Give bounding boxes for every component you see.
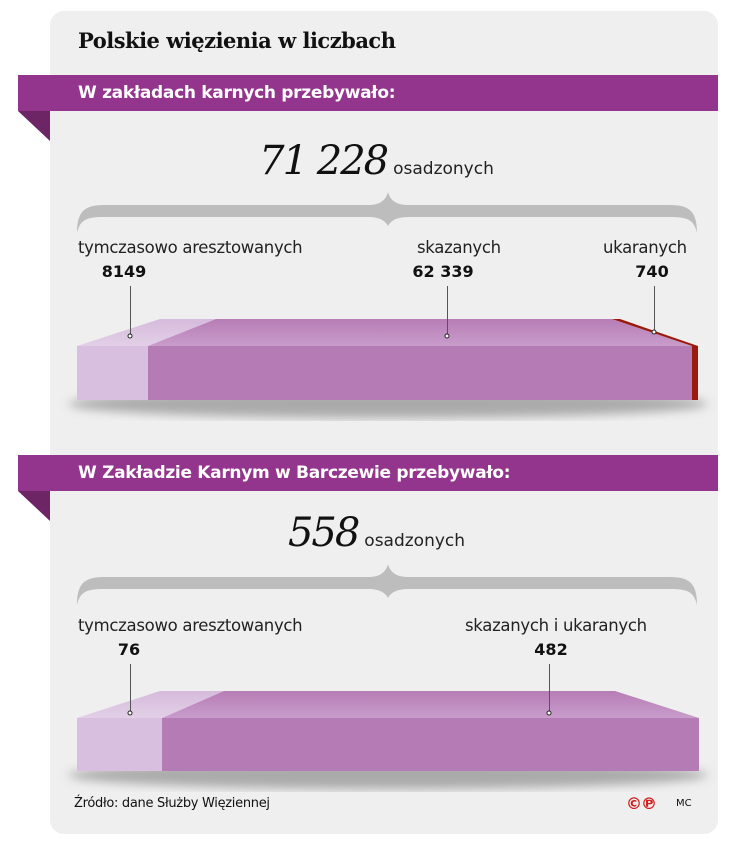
bar1-top-main [148,319,692,346]
section-heading: W Zakładzie Karnym w Barczewie przebywał… [18,455,718,491]
bar1-segment-tymczasowo [77,346,148,400]
bar2-top-light [77,691,224,718]
leader-dot [651,329,657,335]
category-value: 62 339 [412,262,474,281]
ribbon-fold [18,111,50,141]
leader-dot [546,710,552,716]
bar1-top-light [77,319,216,346]
category-label: skazanych [417,238,501,257]
bar1-segment-skazanych [148,346,692,400]
category-label: skazanych i ukaranych [465,616,647,635]
source-note: Źródło: dane Służby Więziennej [74,796,270,811]
category-value: 8149 [101,262,147,281]
leader-dot [444,333,450,339]
brace [77,192,697,233]
total-unit: osadzonych [364,531,466,551]
bar1-segment-ukaranych [692,346,698,400]
leader-line [549,664,550,712]
leader-dot [127,710,133,716]
leader-line [447,286,448,335]
total-unit: osadzonych [393,159,494,179]
bar2-segment-skazanych-ukaranych [162,718,699,771]
copyright-icon: ©℗ [626,794,657,813]
category-label: tymczasowo aresztowanych [78,238,303,257]
total-count: 71 228 osadzonych [0,138,753,184]
leader-dot [127,333,133,339]
total-count: 558 osadzonych [0,510,753,556]
bar2-top-main [162,691,699,718]
ribbon-fold [18,491,50,521]
section-heading: W zakładach karnych przebywało: [18,75,718,111]
page-title: Polskie więzienia w liczbach [78,28,396,53]
leader-line [130,286,131,335]
brace [77,564,697,605]
total-number: 71 228 [259,138,389,184]
bar2-segment-tymczasowo [77,718,162,771]
category-value: 482 [534,640,568,659]
category-value: 740 [635,262,669,281]
category-value: 76 [117,640,141,659]
author-initials: MC [676,798,692,809]
category-label: ukaranych [603,238,687,257]
leader-line [654,286,655,331]
total-number: 558 [287,510,360,556]
leader-line [130,664,131,712]
category-label: tymczasowo aresztowanych [78,616,303,635]
